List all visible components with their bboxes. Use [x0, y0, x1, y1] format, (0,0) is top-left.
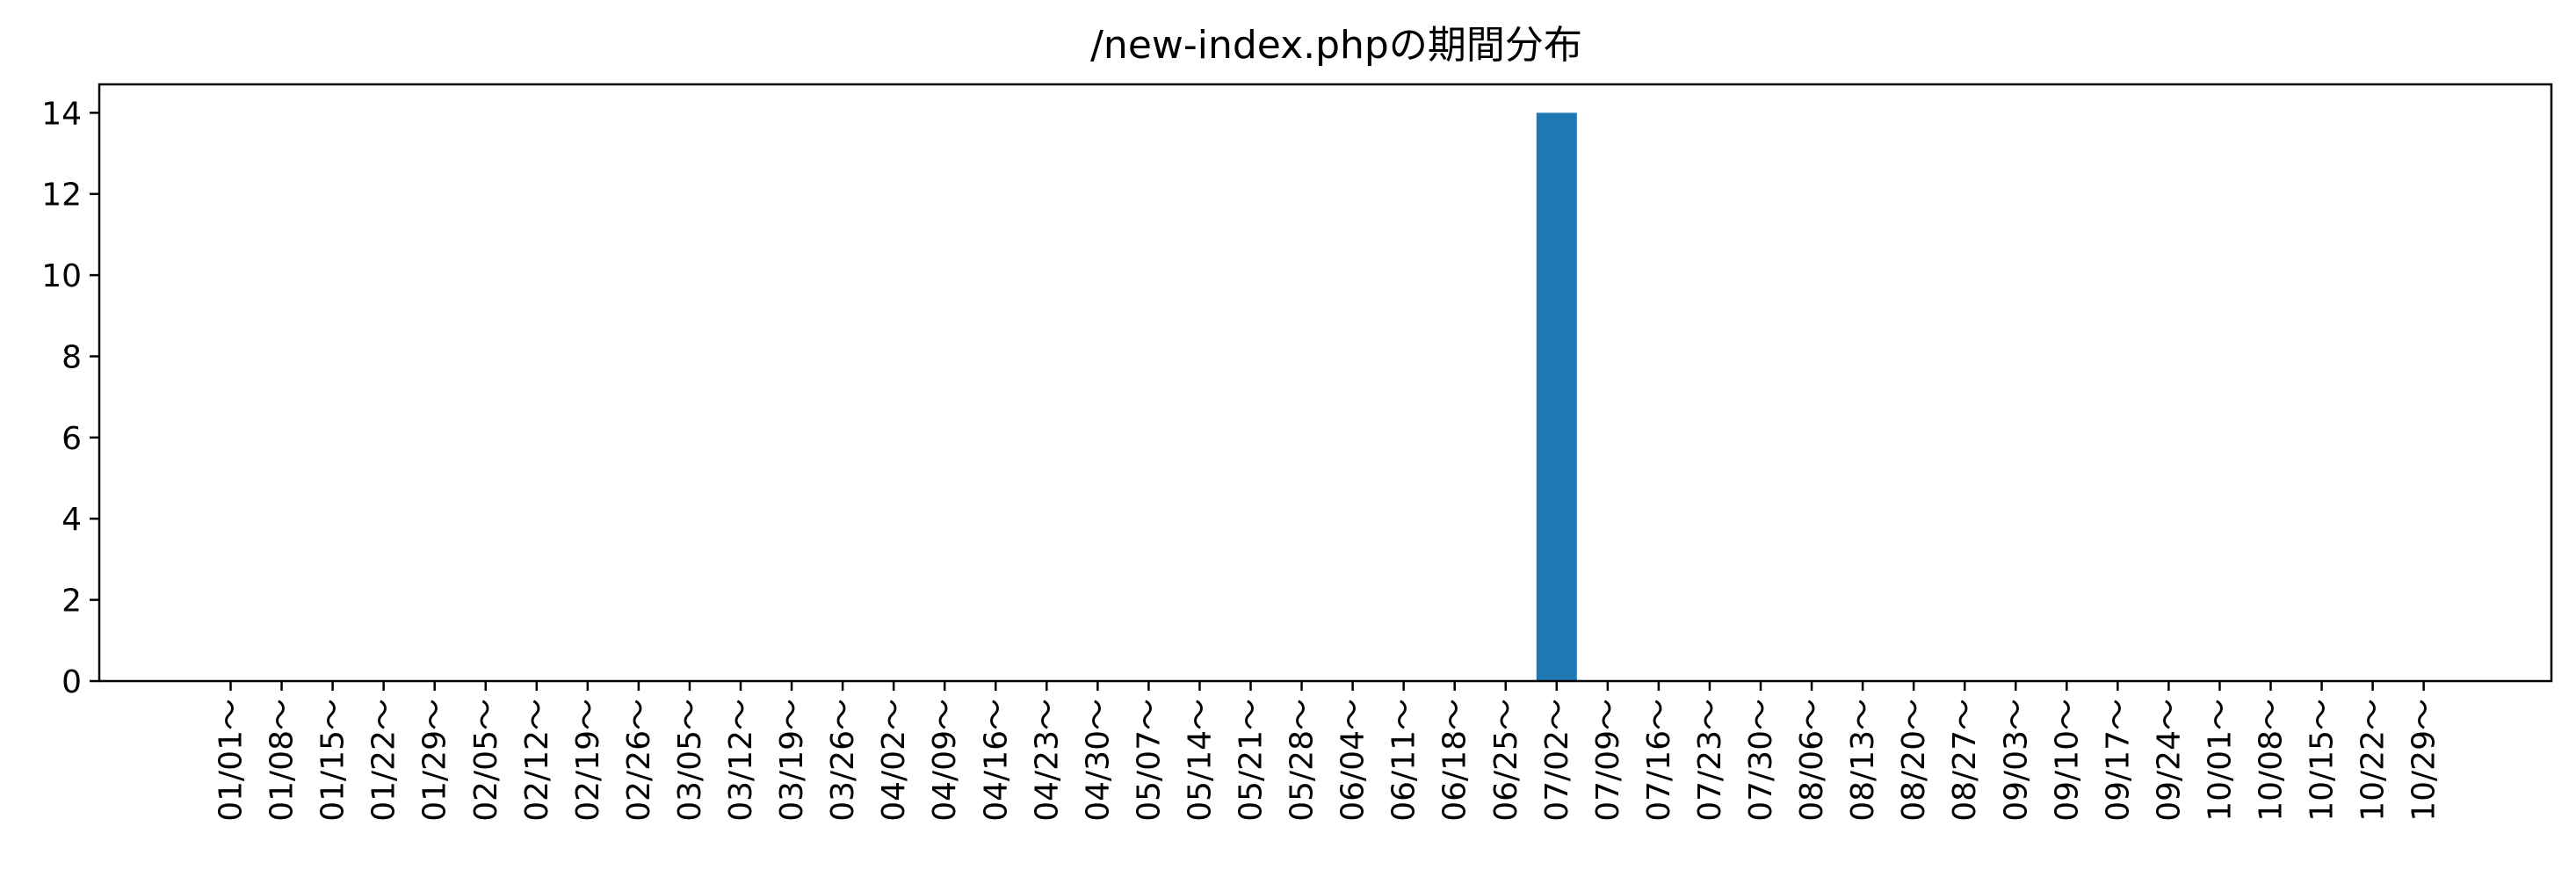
x-tick-label: 08/27～	[1947, 699, 1983, 822]
x-tick-label: 07/30～	[1743, 699, 1779, 822]
x-tick-label: 04/09～	[927, 699, 963, 822]
x-tick-label: 08/20～	[1896, 699, 1932, 822]
x-tick-label: 03/26～	[825, 699, 861, 822]
x-tick-label: 08/13～	[1845, 699, 1881, 822]
x-tick-label: 06/04～	[1335, 699, 1371, 822]
bar-series	[1536, 112, 1577, 682]
x-tick-label: 10/08～	[2254, 699, 2290, 822]
bar	[1536, 112, 1577, 682]
x-tick-label: 10/01～	[2202, 699, 2238, 822]
x-tick-label: 09/17～	[2100, 699, 2136, 822]
y-tick-label: 2	[62, 584, 82, 620]
y-tick-label: 14	[41, 96, 82, 132]
x-tick-label: 02/19～	[570, 699, 606, 822]
x-tick-label: 03/05～	[672, 699, 708, 822]
x-tick-label: 01/01～	[213, 699, 250, 822]
x-tick-label: 09/10～	[2049, 699, 2085, 822]
x-tick-label: 02/26～	[621, 699, 657, 822]
y-tick-label: 6	[62, 421, 82, 457]
x-tick-label: 01/08～	[264, 699, 300, 822]
x-tick-label: 03/19～	[774, 699, 810, 822]
x-tick-label: 01/29～	[417, 699, 453, 822]
y-tick-label: 8	[62, 339, 82, 375]
x-tick-label: 10/15～	[2305, 699, 2341, 822]
x-tick-label: 06/11～	[1386, 699, 1422, 822]
chart-title: /new-index.phpの期間分布	[1090, 23, 1582, 68]
x-tick-label: 07/16～	[1641, 699, 1677, 822]
x-tick-label: 05/14～	[1182, 699, 1218, 822]
x-tick-label: 09/24～	[2151, 699, 2187, 822]
x-tick-label: 03/12～	[723, 699, 759, 822]
y-tick-label: 12	[41, 178, 82, 214]
x-tick-label: 10/22～	[2355, 699, 2391, 822]
x-axis: 01/01～ 01/08～ 01/15～ 01/22～ 01/29～ 02/05～ 02/1…	[213, 681, 2442, 822]
x-tick-label: 01/22～	[366, 699, 402, 822]
x-tick-label: 04/16～	[978, 699, 1014, 822]
x-tick-label: 05/07～	[1131, 699, 1167, 822]
x-tick-label: 07/23～	[1692, 699, 1728, 822]
x-tick-label: 10/29～	[2406, 699, 2442, 822]
x-tick-label: 04/02～	[876, 699, 912, 822]
x-tick-label: 02/12～	[519, 699, 555, 822]
plot-area-frame	[98, 83, 2553, 683]
y-tick-label: 4	[62, 502, 82, 538]
x-tick-label: 05/28～	[1284, 699, 1321, 822]
y-axis: 0 2 4 6 8 10 12 14	[41, 96, 99, 700]
x-tick-label: 04/30～	[1080, 699, 1116, 822]
y-tick-label: 0	[62, 664, 82, 700]
x-tick-label: 08/06～	[1794, 699, 1830, 822]
x-tick-label: 04/23～	[1029, 699, 1065, 822]
x-tick-label: 06/18～	[1437, 699, 1473, 822]
x-tick-label: 06/25～	[1488, 699, 1524, 822]
x-tick-label: 07/02～	[1539, 699, 1575, 822]
y-tick-label: 10	[41, 258, 82, 294]
x-tick-label: 01/15～	[315, 699, 351, 822]
x-tick-label: 07/09～	[1590, 699, 1626, 822]
x-tick-label: 05/21～	[1234, 699, 1270, 822]
x-tick-label: 09/03～	[1998, 699, 2034, 822]
x-tick-label: 02/05～	[468, 699, 504, 822]
